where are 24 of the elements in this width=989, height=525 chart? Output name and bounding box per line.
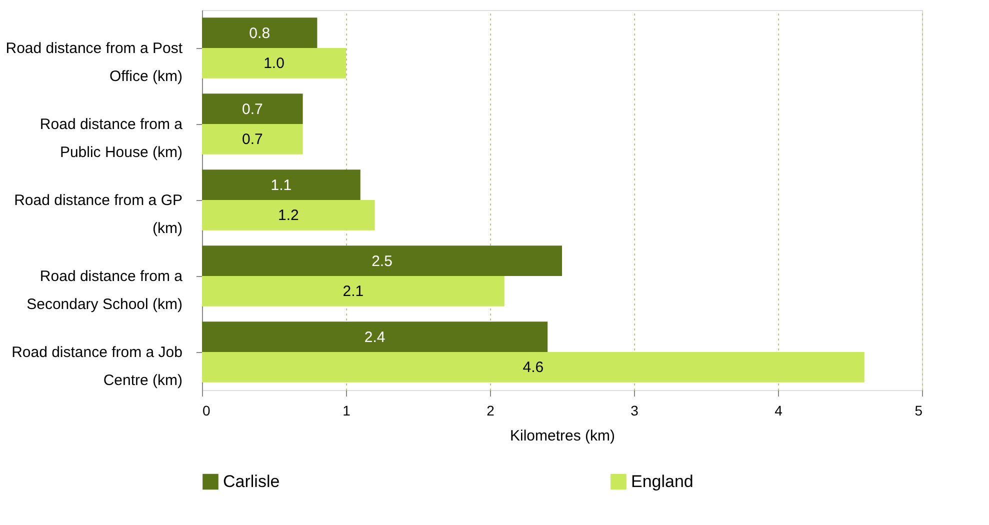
x-axis-title: Kilometres (km) xyxy=(510,428,616,444)
legend-label: Carlisle xyxy=(223,472,280,491)
x-tick-label: 3 xyxy=(630,402,639,418)
data-label: 1.1 xyxy=(270,176,292,194)
x-tick-label: 2 xyxy=(486,402,495,418)
y-tick-label: Road distance from a GP (km) xyxy=(14,192,182,237)
x-tick-label: 1 xyxy=(342,402,351,418)
data-label: 0.7 xyxy=(242,131,263,148)
data-label: 2.1 xyxy=(342,283,364,300)
data-label: 2.4 xyxy=(364,328,386,346)
x-tick-label: 0 xyxy=(202,402,210,418)
data-label: 1.2 xyxy=(278,207,299,224)
y-tick-label: Road distance from a Public House (km) xyxy=(40,116,184,161)
y-tick-label: Road distance from a Job Centre (km) xyxy=(12,344,182,389)
legend-label: England xyxy=(631,472,694,491)
data-label: 1.0 xyxy=(264,55,284,72)
y-tick-label: Road distance from a Post Office (km) xyxy=(6,40,184,85)
x-tick-label: 4 xyxy=(774,402,783,418)
data-label: 4.6 xyxy=(522,359,544,376)
data-label: 2.5 xyxy=(372,252,392,270)
y-tick-label: Road distance from a Secondary School (km) xyxy=(26,268,184,313)
data-label: 0.8 xyxy=(249,24,270,42)
x-tick-label: 5 xyxy=(914,402,923,418)
data-label: 0.7 xyxy=(242,100,263,118)
